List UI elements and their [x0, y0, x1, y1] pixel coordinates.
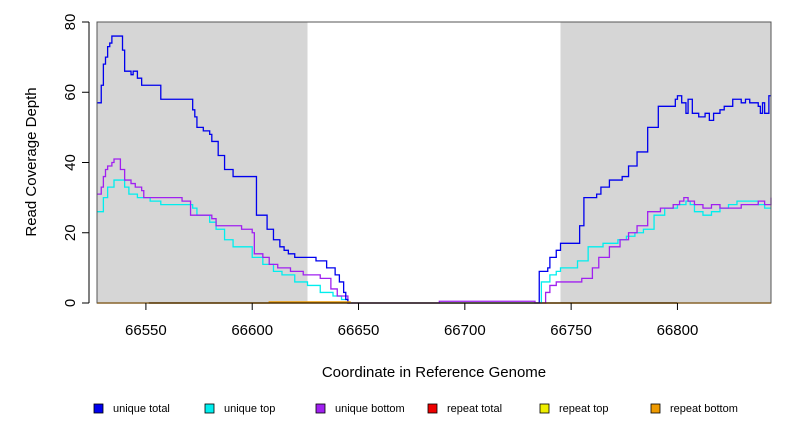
legend-swatch	[93, 403, 104, 414]
legend-label: repeat top	[559, 403, 609, 415]
legend-label: repeat bottom	[670, 403, 738, 415]
y-tick-label: 40	[62, 154, 79, 171]
legend-item-repeat-top: repeat top	[539, 403, 609, 415]
x-tick-label: 66650	[338, 322, 380, 339]
x-tick-label: 66750	[550, 322, 592, 339]
x-tick-label: 66800	[657, 322, 699, 339]
legend-item-repeat-total: repeat total	[427, 403, 502, 415]
x-tick-label: 66600	[231, 322, 273, 339]
legend-item-repeat-bottom: repeat bottom	[650, 403, 738, 415]
legend-swatch	[204, 403, 215, 414]
x-tick-label: 66550	[125, 322, 167, 339]
legend: unique total unique top unique bottom repea…	[93, 403, 738, 415]
legend-label: unique top	[224, 403, 275, 415]
legend-swatch	[315, 403, 326, 414]
y-tick-label: 60	[62, 84, 79, 101]
y-axis-title: Read Coverage Depth	[23, 87, 40, 236]
legend-swatch	[650, 403, 661, 414]
y-tick-label: 0	[62, 299, 79, 307]
legend-swatch	[427, 403, 438, 414]
legend-label: repeat total	[447, 403, 502, 415]
legend-label: unique total	[113, 403, 170, 415]
shaded-region-2	[560, 22, 771, 303]
legend-swatch	[539, 403, 550, 414]
shaded-region-1	[97, 22, 308, 303]
legend-label: unique bottom	[335, 403, 405, 415]
x-axis-title: Coordinate in Reference Genome	[322, 364, 546, 381]
y-tick-label: 20	[62, 224, 79, 241]
x-tick-label: 66700	[444, 322, 486, 339]
legend-item-unique-total: unique total	[93, 403, 170, 415]
y-tick-label: 80	[62, 14, 79, 31]
y-axis: 0 20 40 60 80	[62, 14, 90, 307]
legend-item-unique-top: unique top	[204, 403, 275, 415]
shaded-regions	[97, 22, 771, 303]
legend-item-unique-bottom: unique bottom	[315, 403, 405, 415]
x-axis: 66550 66600 66650 66700 66750 66800	[125, 302, 699, 339]
